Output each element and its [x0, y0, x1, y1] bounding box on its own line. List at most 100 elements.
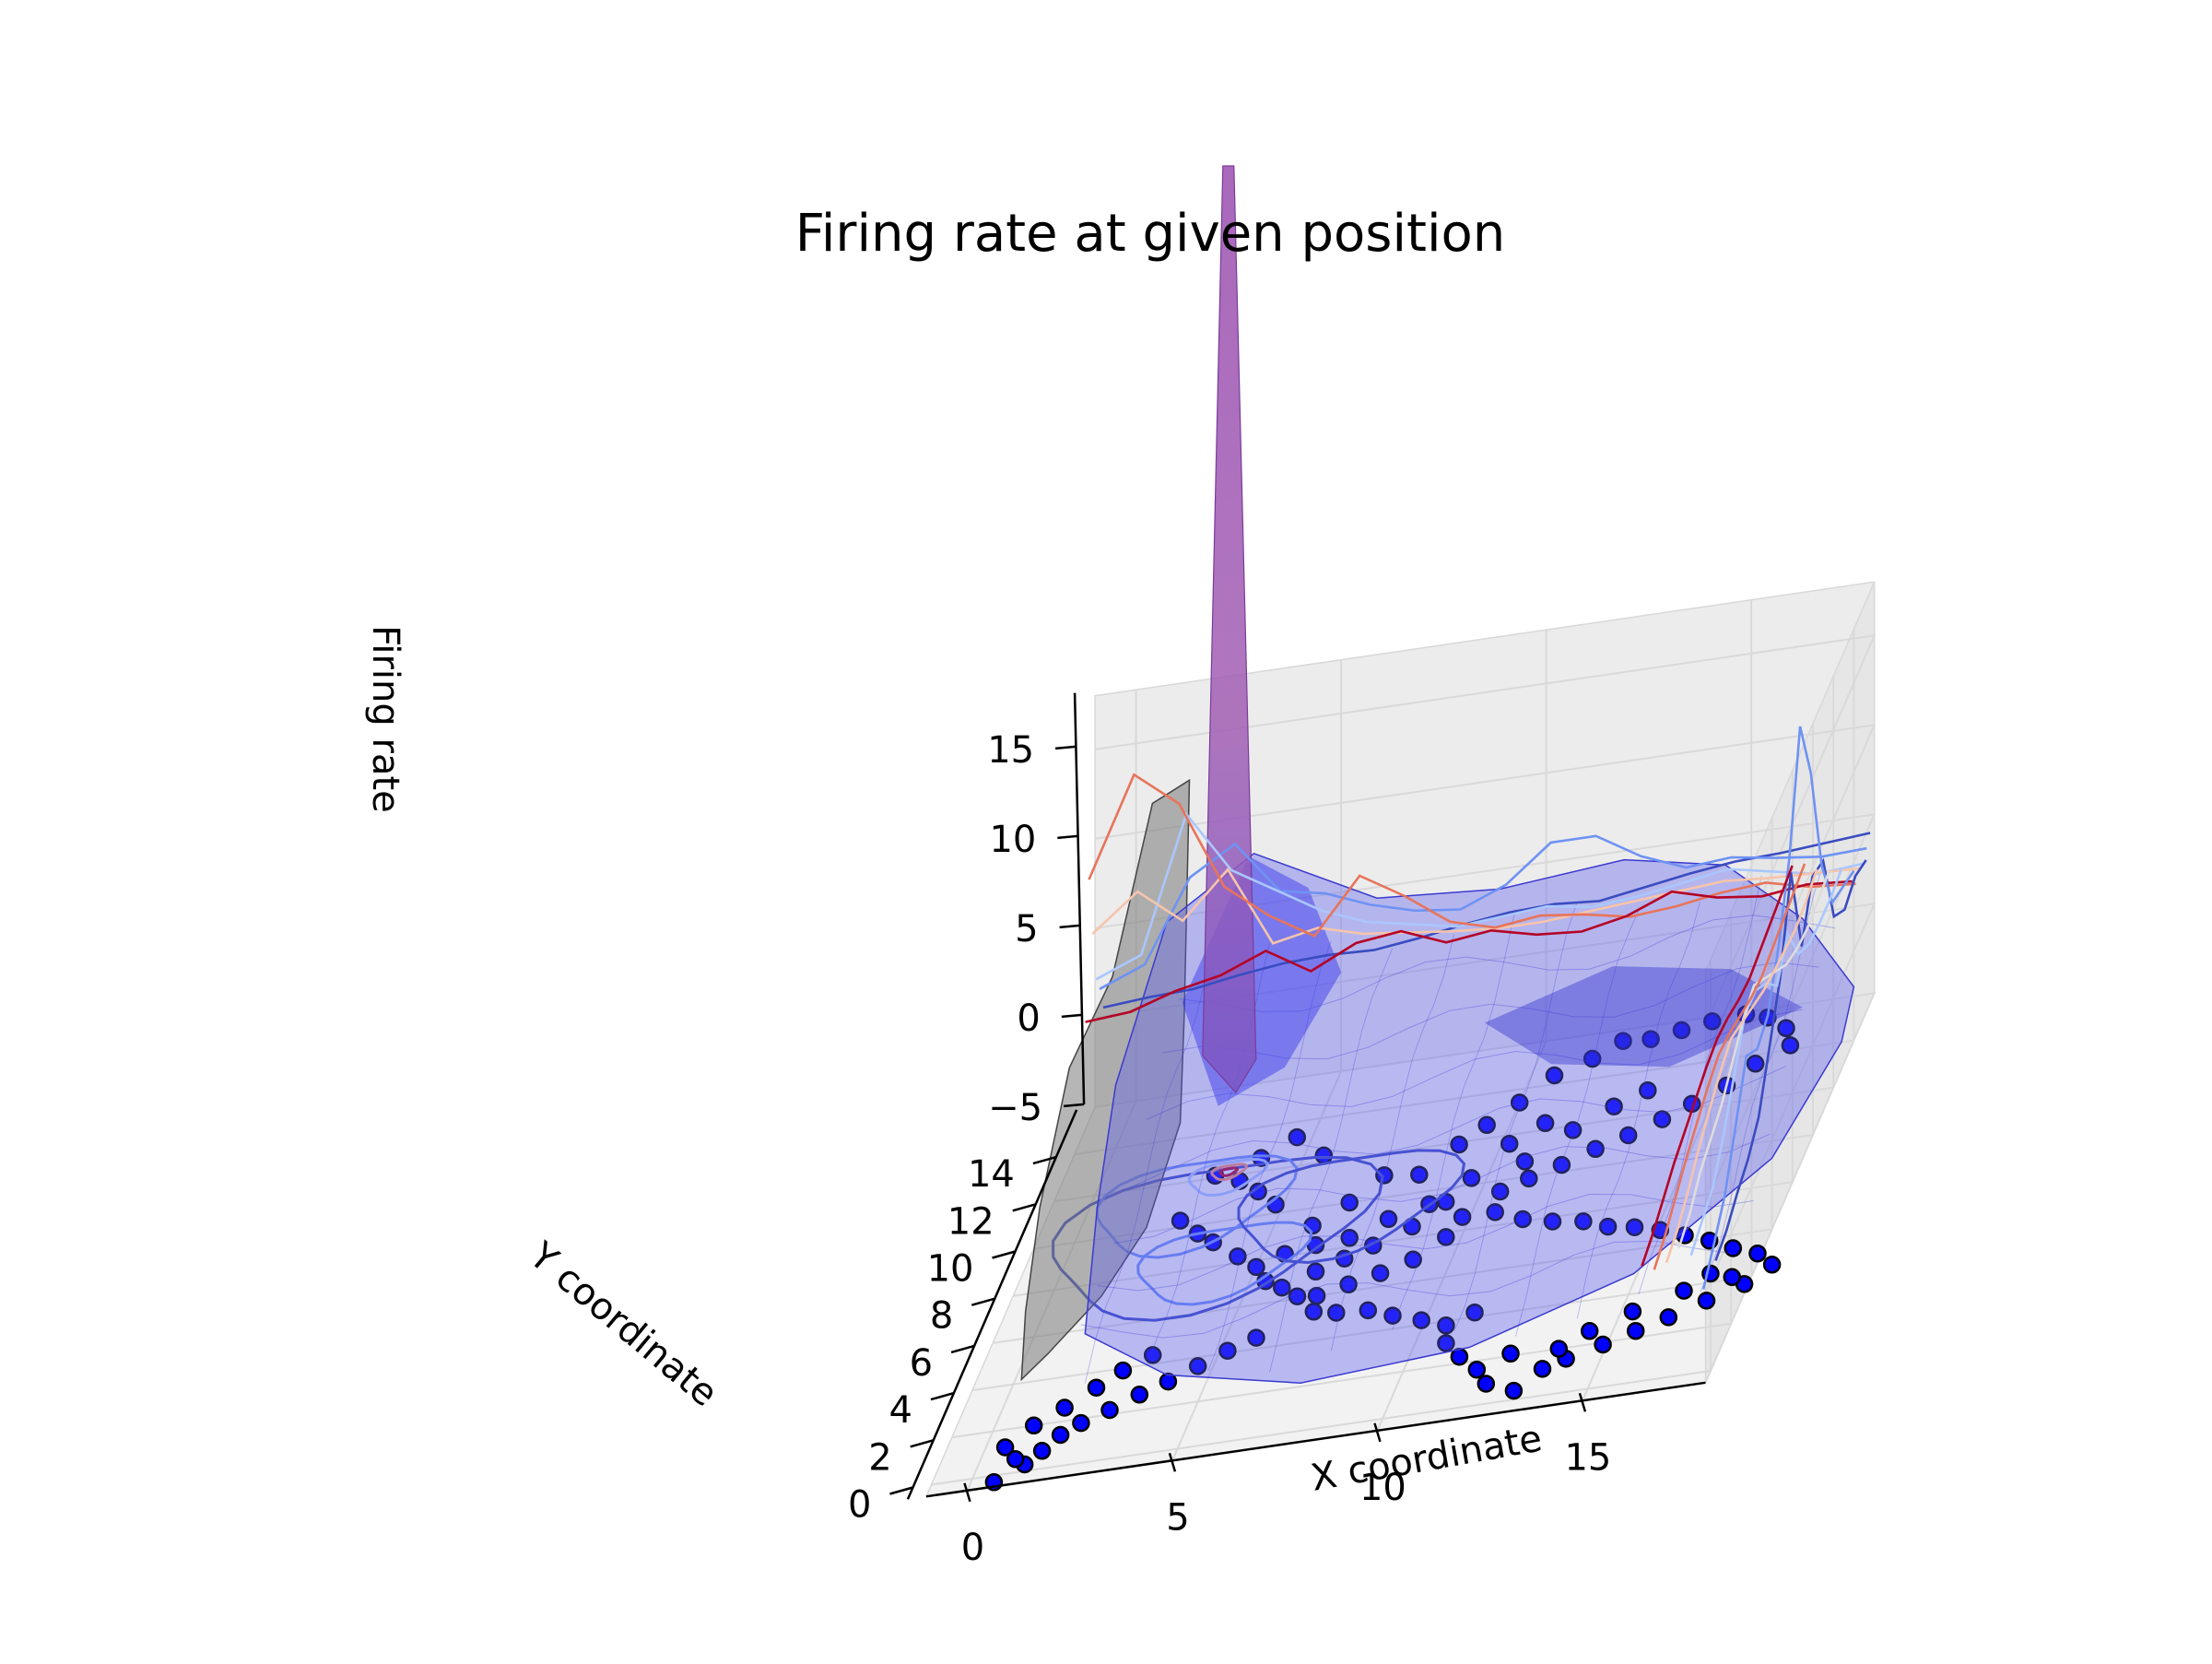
data-point [1580, 1322, 1599, 1340]
surface-mesh-line [1146, 1009, 1803, 1120]
y-profile-line [1641, 865, 1794, 1267]
surface-mesh-line [1269, 948, 1394, 1373]
data-point [1486, 1203, 1504, 1221]
data-point [1412, 1311, 1430, 1329]
data-point [1639, 1081, 1657, 1100]
data-point [1306, 1262, 1325, 1281]
data-point [1520, 1169, 1538, 1188]
y-tick [971, 1297, 995, 1306]
surface-mesh-line [1162, 962, 1819, 1060]
data-point [1490, 1182, 1510, 1201]
grid-line-z [1094, 634, 1877, 1026]
data-point [1594, 1335, 1612, 1354]
data-point [1625, 1218, 1644, 1236]
data-point [1087, 1378, 1106, 1397]
profile-lines [1085, 726, 1871, 1290]
x-tick [1168, 1452, 1177, 1472]
data-point [1340, 1193, 1359, 1212]
z-tick [1057, 834, 1078, 840]
data-point [1437, 1316, 1455, 1335]
x-profile-line [1095, 811, 1864, 981]
y-tick [992, 1250, 1016, 1259]
main-surface [1084, 852, 1855, 1384]
data-point [1614, 1032, 1632, 1050]
data-point [1574, 1212, 1593, 1231]
z-tick [1063, 1103, 1085, 1108]
surface-mesh-line [1330, 935, 1454, 1351]
surface-mesh-line [1113, 1133, 1771, 1245]
data-point [1504, 1381, 1524, 1400]
data-point [1437, 1334, 1455, 1352]
grid-line-z [1094, 724, 1877, 1115]
data-point [1777, 1019, 1795, 1038]
firing-rate-surface [1020, 165, 1855, 1384]
y-tick-label: 10 [927, 1248, 974, 1291]
data-point [1218, 1341, 1237, 1360]
data-point [1675, 1281, 1693, 1300]
data-point [1653, 1110, 1672, 1128]
data-point [1583, 1049, 1602, 1068]
data-point [1379, 1210, 1398, 1229]
data-point [1247, 1257, 1265, 1277]
y-tick-label: 12 [947, 1200, 994, 1243]
z-tick [1059, 924, 1080, 929]
y-profile-line [1677, 870, 1830, 1249]
data-point [1383, 1306, 1402, 1325]
y-tick [910, 1439, 935, 1448]
data-point [1659, 1308, 1678, 1327]
y-axis-label: Y coordinate [521, 1233, 725, 1415]
x-tick-label: 5 [1166, 1496, 1189, 1539]
data-point [1477, 1115, 1496, 1135]
data-point [1130, 1386, 1149, 1404]
data-point [1051, 1425, 1070, 1445]
data-point [1598, 1217, 1618, 1236]
data-point [1188, 1357, 1207, 1375]
z-tick-label: −5 [988, 1087, 1042, 1129]
data-point [1703, 1012, 1722, 1031]
y-tick [889, 1486, 913, 1495]
contour-line [1210, 1162, 1248, 1182]
data-point [1626, 1321, 1645, 1340]
y-tick [1012, 1203, 1037, 1212]
surface-mesh-line [1084, 967, 1208, 1384]
x-profile-line [1102, 832, 1871, 1009]
y-profile-line [1653, 863, 1806, 1270]
peak-spike [1202, 165, 1257, 1094]
surface-mesh-line [1129, 1065, 1787, 1188]
data-point [1404, 1250, 1422, 1269]
data-point [1006, 1450, 1025, 1469]
data-point [1462, 1169, 1481, 1187]
y-axis-line [906, 1109, 1078, 1500]
data-point [1543, 1212, 1562, 1231]
y-tick [930, 1391, 955, 1401]
y-profile-line [1701, 726, 1855, 1290]
data-point [1327, 1304, 1346, 1322]
data-point [1781, 1036, 1800, 1055]
contour-line [1237, 1149, 1466, 1265]
data-point [1072, 1413, 1090, 1433]
y-tick-label: 6 [910, 1342, 933, 1385]
x-profile-line [1088, 773, 1856, 938]
data-point [1724, 1239, 1743, 1257]
y-tick [1032, 1155, 1057, 1165]
data-point [1375, 1166, 1394, 1185]
data-point [1697, 1292, 1716, 1310]
z-tick [1054, 745, 1077, 750]
z-tick [1061, 1013, 1082, 1019]
gray-surface [1020, 778, 1191, 1382]
x-tick [1578, 1392, 1587, 1412]
y-profile-line [1665, 868, 1818, 1263]
z-tick-label: 0 [1017, 997, 1040, 1040]
x-profile-line [1099, 834, 1867, 990]
data-point [1143, 1346, 1162, 1364]
data-point [1672, 1021, 1691, 1040]
data-point [1477, 1375, 1496, 1393]
data-points [984, 1005, 1800, 1492]
data-point [1500, 1134, 1519, 1153]
data-point [1515, 1152, 1535, 1171]
data-point [1762, 1256, 1782, 1274]
data-point [1723, 1268, 1742, 1287]
data-point [1545, 1066, 1564, 1085]
data-point [1549, 1339, 1569, 1358]
